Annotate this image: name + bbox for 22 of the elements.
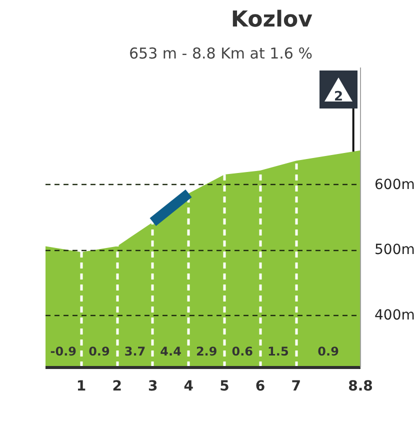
- annotation: 3.7: [124, 344, 146, 358]
- annotation: 0.9: [318, 344, 339, 358]
- x-tick-label: 5: [220, 378, 230, 394]
- chart-subtitle: 653 m - 8.8 Km at 1.6 %: [128, 44, 312, 62]
- y-tick-label: 600m: [374, 176, 415, 193]
- annotation: -0.9: [50, 344, 77, 358]
- x-tick-label: 7: [291, 378, 301, 394]
- x-tick-label: 4: [184, 378, 194, 394]
- x-tick-label: 2: [112, 378, 122, 394]
- annotation: 0.6: [232, 344, 254, 358]
- annotation: 0.9: [88, 344, 110, 358]
- annotation: 4.4: [160, 344, 182, 358]
- x-tick-label: 1: [76, 378, 86, 394]
- annotation: 1.5: [268, 344, 289, 358]
- annotation: 2.9: [196, 344, 218, 358]
- annotation: 2: [334, 90, 344, 104]
- y-tick-label: 500m: [374, 242, 415, 258]
- chart-title: Kozlov: [230, 8, 314, 32]
- y-tick-label: 400m: [374, 307, 415, 324]
- x-tick-label: 6: [255, 378, 266, 394]
- x-tick-label: 3: [148, 378, 158, 394]
- x-tick-label: 8.8: [348, 378, 373, 394]
